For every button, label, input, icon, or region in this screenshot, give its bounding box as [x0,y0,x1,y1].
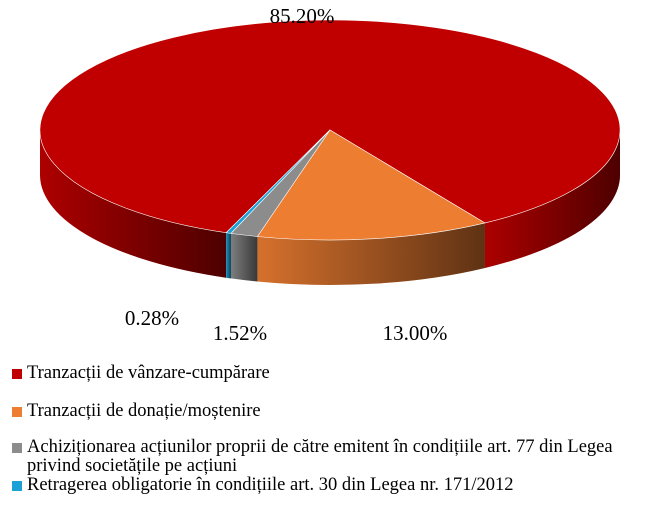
chart: 85.20% 13.00% 1.52% 0.28% [39,4,621,345]
slice-side-shade [257,222,485,286]
slice [39,19,621,234]
legend-label: Achiziționarea acțiunilor proprii de căt… [27,437,613,476]
legend-swatch [12,443,22,453]
data-labels: 85.20% 13.00% 1.52% 0.28% [125,4,448,345]
pie-tops [39,19,621,241]
slice [256,129,486,241]
legend-swatch [12,369,22,379]
data-label: 13.00% [383,321,448,345]
legend-swatch [12,407,22,417]
legend-swatch [12,481,22,491]
legend-label: Retragerea obligatorie în condițiile art… [27,475,514,495]
slice-side-shade [484,130,620,268]
legend-item: Retragerea obligatorie în condițiile art… [12,476,652,495]
legend-item: Tranzacții de vânzare-cumpărare [12,364,652,383]
slice [225,129,331,234]
legend-label: Tranzacții de vânzare-cumpărare [27,363,270,383]
slice-side-shade [226,232,231,279]
data-label: 1.52% [213,321,267,345]
legend-item: Tranzacții de donație/moștenire [12,402,652,421]
legend-label: Tranzacții de donație/moștenire [27,401,261,421]
data-label: 0.28% [125,306,179,330]
legend: Tranzacții de vânzare-cumpărare Tranzacți… [12,364,652,495]
data-label: 85.20% [270,4,335,28]
legend-item: Achiziționarea acțiunilor proprii de căt… [12,438,652,476]
slice-side-shade [39,130,227,278]
slice-side-shade [230,233,258,282]
pie-sides [39,130,620,286]
